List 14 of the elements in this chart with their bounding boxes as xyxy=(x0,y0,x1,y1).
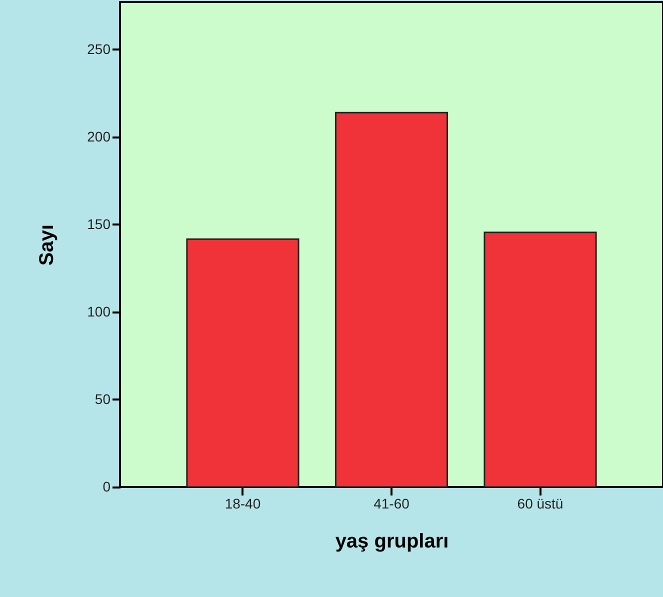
bar xyxy=(484,232,597,488)
y-tick-label: 100 xyxy=(87,303,111,320)
y-tick-label: 0 xyxy=(102,478,111,494)
x-tick-label: 18-40 xyxy=(224,496,261,512)
x-tick-label: 41-60 xyxy=(374,496,410,512)
y-tick-label: 200 xyxy=(87,128,111,144)
y-tick-label: 250 xyxy=(87,40,111,57)
y-tick-label: 50 xyxy=(94,390,111,407)
y-axis-title: Sayı xyxy=(36,224,58,266)
x-axis-title: yaş grupları xyxy=(335,530,449,552)
bar xyxy=(334,112,448,488)
x-tick-label: 60 üstü xyxy=(517,496,564,512)
y-tick-label: 150 xyxy=(87,216,111,232)
bar xyxy=(186,238,300,488)
